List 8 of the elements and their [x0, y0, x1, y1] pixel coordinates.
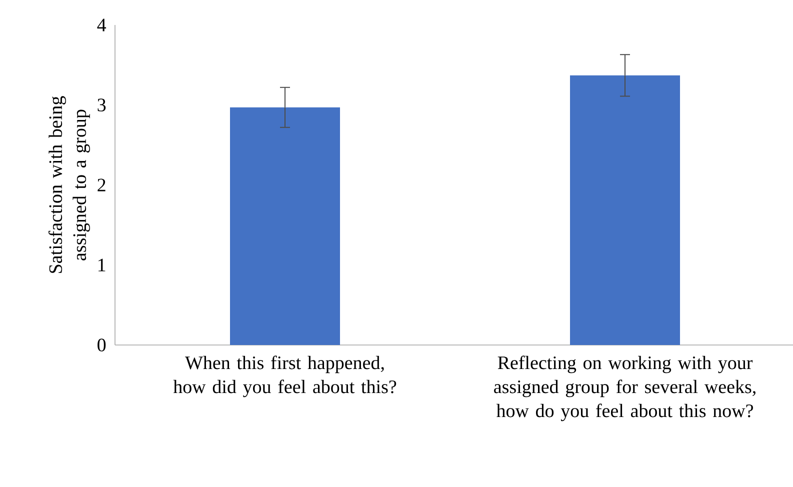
y-tick-label: 1 [98, 258, 106, 272]
x-tick-label: When this first happened, how did you feel about this? [173, 356, 396, 398]
x-tick-label: Reflecting on working with your assigned group for several weeks, how do you feel about this now? [494, 356, 756, 422]
y-tick-label: 2 [98, 178, 106, 192]
y-tick-label: 3 [98, 98, 106, 112]
y-axis-title: Satisfaction with being assigned to a group [48, 96, 90, 273]
y-tick-label: 4 [97, 18, 106, 32]
y-tick-label: 0 [98, 338, 106, 352]
